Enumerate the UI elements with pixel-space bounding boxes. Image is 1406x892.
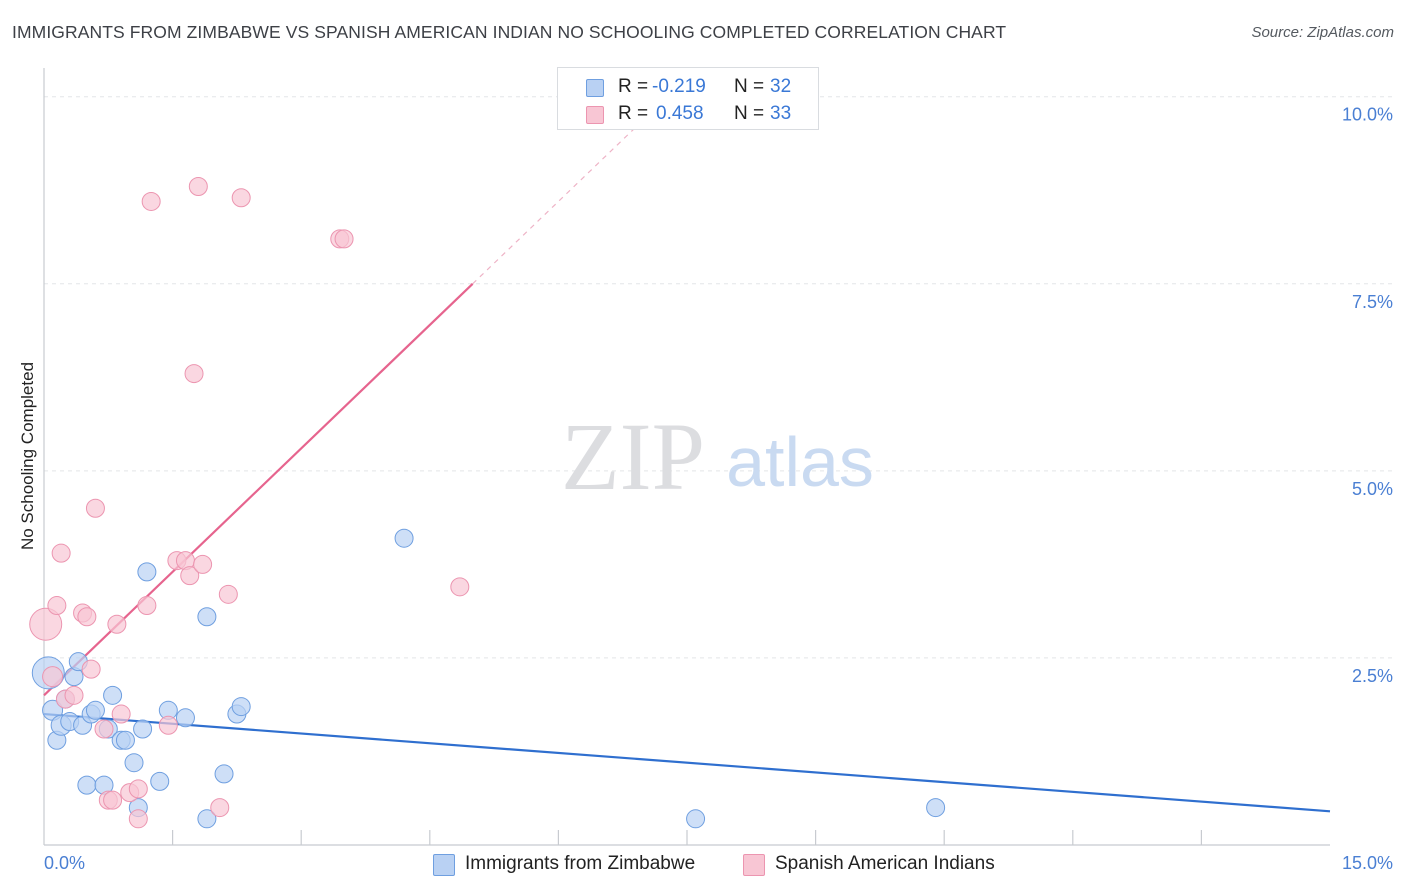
- blue-data-point: [137, 562, 157, 582]
- tick-labels: 2.5% 5.0% 7.5% 10.0% 0.0% 15.0%: [44, 105, 1393, 873]
- blue-data-point: [394, 528, 414, 548]
- blue-data-point: [214, 764, 234, 784]
- pink-data-point: [103, 790, 123, 810]
- pink-data-point: [231, 188, 251, 208]
- legend-swatch-blue: [586, 79, 604, 97]
- pink-data-point: [128, 779, 148, 799]
- pink-data-point: [218, 584, 238, 604]
- legend-r-label: R =: [618, 76, 649, 97]
- y-tick-label: 10.0%: [1342, 105, 1393, 125]
- y-tick-label: 7.5%: [1352, 292, 1393, 312]
- blue-data-point: [150, 771, 170, 791]
- legend-n-value: 33: [770, 103, 792, 124]
- x-tick-label: 15.0%: [1342, 853, 1393, 873]
- legend-r-value: 0.458: [656, 103, 704, 124]
- pink-data-point: [193, 554, 213, 574]
- legend-swatch-blue: [433, 854, 455, 876]
- pink-data-point: [141, 191, 161, 211]
- correlation-legend: R = -0.219 N = 32 R = 0.458 N = 33: [557, 67, 819, 130]
- watermark-zip: ZIP: [561, 403, 705, 510]
- pink-data-point: [51, 543, 71, 563]
- source-label: Source: ZipAtlas.com: [1251, 24, 1394, 41]
- pink-data-point: [188, 177, 208, 197]
- pink-data-point: [85, 498, 105, 518]
- blue-data-point: [197, 809, 217, 829]
- legend-label-spanish-american-indians: Spanish American Indians: [775, 853, 995, 874]
- legend-r-label: R =: [618, 103, 649, 124]
- y-axis-label: No Schooling Completed: [18, 361, 37, 551]
- legend-n-value: 32: [770, 76, 792, 97]
- pink-data-point: [42, 666, 64, 688]
- blue-data-point: [197, 607, 217, 627]
- pink-data-point: [64, 685, 84, 705]
- grid-lines: [44, 96, 1394, 659]
- watermark-atlas: atlas: [726, 423, 874, 501]
- blue-data-point: [115, 730, 135, 750]
- pink-data-point: [128, 809, 148, 829]
- blue-data-point: [85, 700, 105, 720]
- y-tick-label: 5.0%: [1352, 479, 1393, 499]
- blue-trend-line: [43, 712, 1331, 813]
- legend-swatch-pink: [586, 106, 604, 124]
- blue-data-point: [231, 697, 251, 717]
- y-tick-label: 2.5%: [1352, 666, 1393, 686]
- legend-n-label: N =: [734, 103, 765, 124]
- blue-data-point: [77, 775, 97, 795]
- blue-data-point: [103, 685, 123, 705]
- blue-data-point: [133, 719, 153, 739]
- pink-data-point: [180, 566, 200, 586]
- legend-swatch-pink: [743, 854, 765, 876]
- pink-data-point: [184, 364, 204, 384]
- legend-n-label: N =: [734, 76, 765, 97]
- pink-data-point: [334, 229, 354, 249]
- blue-data-point: [175, 708, 195, 728]
- x-tick-label: 0.0%: [44, 853, 85, 873]
- data-points: [29, 177, 946, 829]
- legend-label-zimbabwe: Immigrants from Zimbabwe: [465, 853, 696, 874]
- chart-title: IMMIGRANTS FROM ZIMBABWE VS SPANISH AMER…: [12, 22, 1007, 42]
- pink-data-point: [77, 607, 97, 627]
- blue-data-point: [124, 753, 144, 773]
- blue-data-point: [926, 798, 946, 818]
- blue-data-point: [686, 809, 706, 829]
- watermark: ZIP atlas: [561, 403, 874, 510]
- legend-r-value: -0.219: [652, 76, 706, 97]
- pink-data-point: [111, 704, 131, 724]
- pink-data-point: [158, 715, 178, 735]
- pink-data-point: [47, 596, 67, 616]
- pink-data-point: [29, 607, 63, 641]
- pink-data-point: [107, 614, 127, 634]
- pink-data-point: [450, 577, 470, 597]
- pink-data-point: [81, 659, 101, 679]
- pink-data-point: [210, 798, 230, 818]
- pink-data-point: [94, 719, 114, 739]
- pink-trend-line: [43, 282, 474, 697]
- pink-data-point: [137, 596, 157, 616]
